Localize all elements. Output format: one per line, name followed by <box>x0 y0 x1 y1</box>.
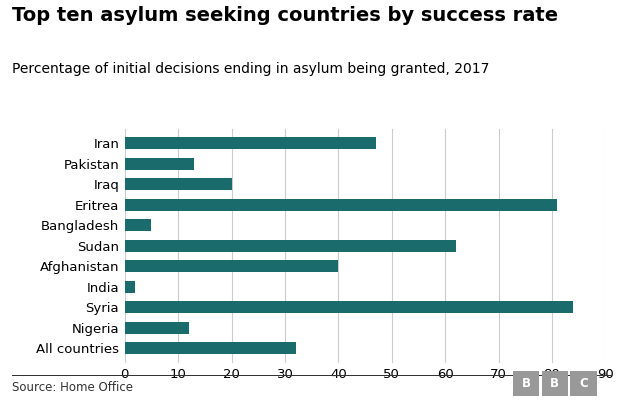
Bar <box>125 199 557 211</box>
Text: Source: Home Office: Source: Home Office <box>12 381 134 394</box>
Text: Top ten asylum seeking countries by success rate: Top ten asylum seeking countries by succ… <box>12 6 558 25</box>
Bar <box>125 342 296 355</box>
Bar <box>125 280 135 293</box>
Bar <box>125 178 232 191</box>
Bar <box>125 219 152 231</box>
Bar <box>125 260 338 272</box>
Text: B: B <box>550 377 559 390</box>
Text: C: C <box>579 377 588 390</box>
Bar <box>125 240 456 252</box>
Bar <box>125 137 376 150</box>
Text: B: B <box>522 377 530 390</box>
Bar <box>125 322 189 334</box>
Bar <box>125 158 194 170</box>
Text: Percentage of initial decisions ending in asylum being granted, 2017: Percentage of initial decisions ending i… <box>12 62 490 77</box>
Bar <box>125 301 573 314</box>
